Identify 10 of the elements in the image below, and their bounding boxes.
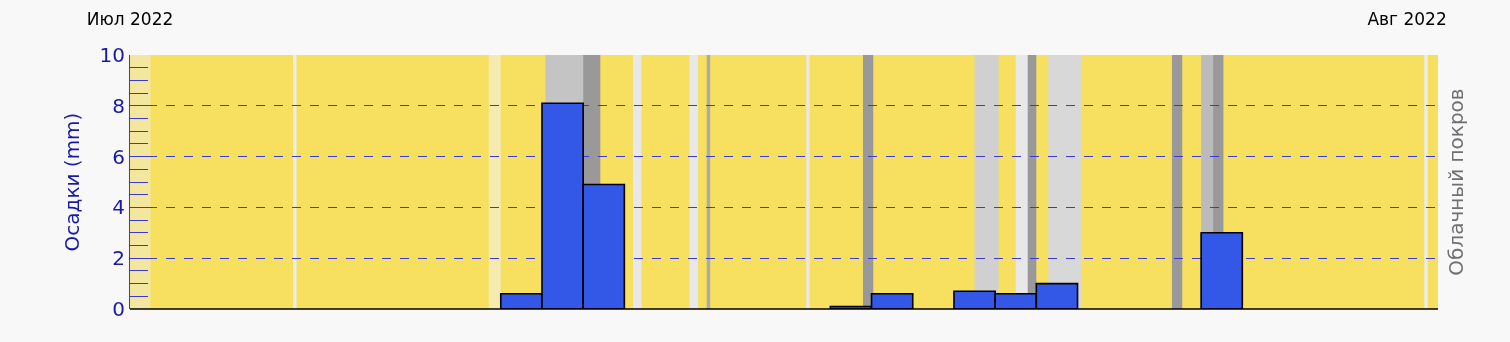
y-tick-label: 8 [112,93,125,118]
y-tick-label: 2 [112,246,125,271]
x-tick-label: Авг 2022 [1367,8,1447,29]
y-tick-label: 0 [112,297,125,321]
y2-axis-title: Облачный покров [1443,88,1468,276]
y-tick-label: 10 [99,43,125,67]
y-tick-label: 6 [112,144,125,169]
y-axis-title: Осадки (mm) [60,112,85,252]
x-tick-label: Июл 2022 [86,8,174,29]
y-tick-label: 4 [112,195,125,220]
